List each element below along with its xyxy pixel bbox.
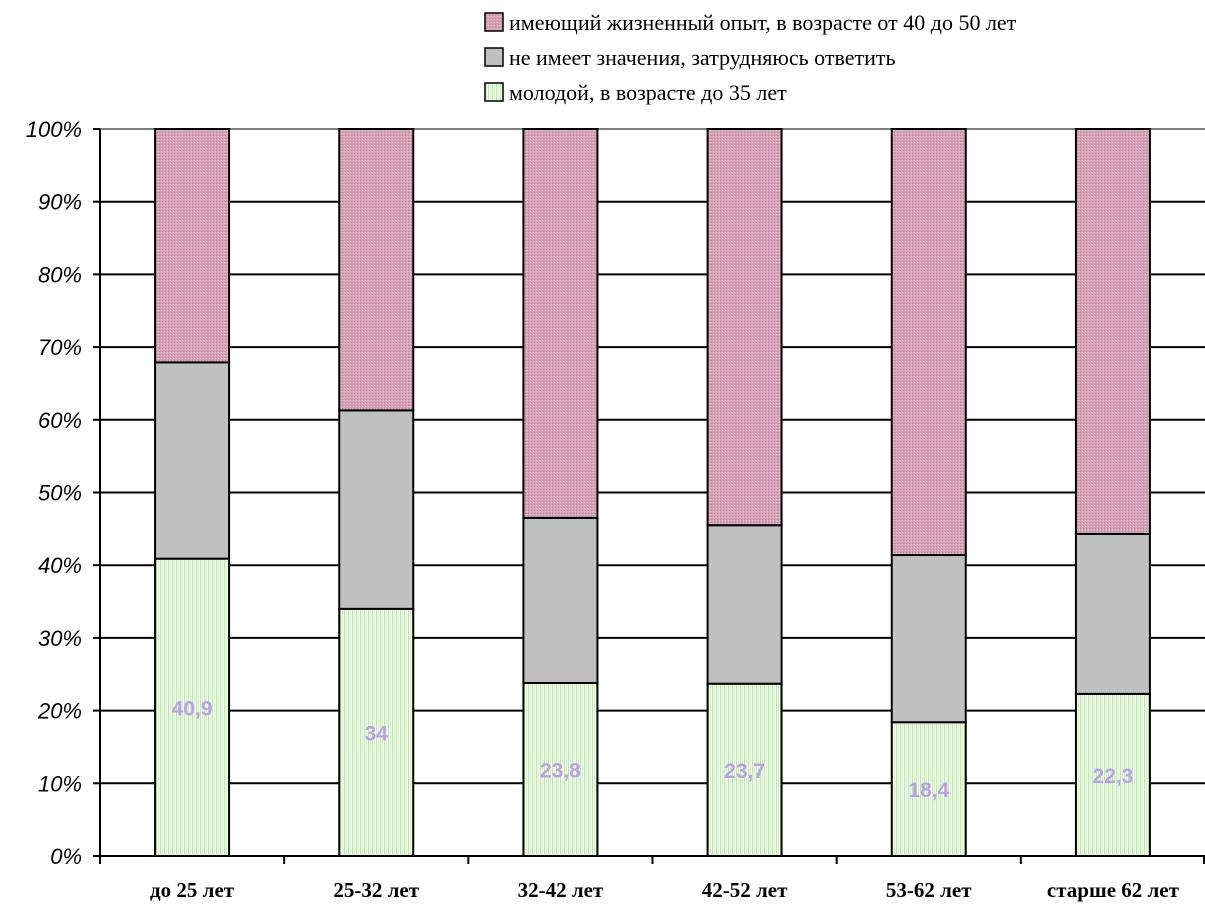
legend-item: имеющий жизненный опыт, в возрасте от 40… [484, 10, 1017, 35]
y-tick-label: 100% [26, 117, 82, 142]
data-label: 23,8 [540, 759, 581, 782]
y-tick-label: 60% [38, 408, 82, 433]
x-tick-label: старше 62 лет [1047, 878, 1180, 902]
y-tick-label: 80% [38, 262, 82, 287]
x-tick-labels: до 25 лет 25-32 лет 32-42 лет 42-52 лет 53-6… [150, 878, 1180, 902]
y-tick-label: 90% [38, 190, 82, 215]
legend-label: молодой, в возрасте до 35 лет [509, 80, 787, 105]
x-tick-label: 42-52 лет [702, 878, 788, 902]
bar-segment [338, 128, 415, 412]
bar-segment [1074, 128, 1151, 535]
bar-segment [522, 516, 599, 684]
bar-segment [522, 128, 599, 519]
legend-label: не имеет значения, затрудняюсь ответить [509, 45, 896, 70]
x-tick-label: 25-32 лет [333, 878, 419, 902]
axes [93, 128, 1205, 864]
y-tick-label: 50% [38, 481, 82, 506]
legend-item: не имеет значения, затрудняюсь ответить [484, 45, 896, 70]
y-tick-label: 40% [38, 553, 82, 578]
bar-segment [1074, 532, 1151, 695]
data-label: 23,7 [724, 760, 765, 783]
bar-segment [706, 128, 783, 527]
gridlines [100, 128, 1205, 857]
data-label: 34 [365, 722, 389, 745]
data-label: 22,3 [1092, 765, 1133, 788]
bar-segment [1074, 692, 1151, 858]
bar-segment [154, 128, 231, 364]
legend: имеющий жизненный опыт, в возрасте от 40… [484, 10, 1017, 105]
bar-segment [154, 557, 231, 857]
bar-segment [706, 524, 783, 685]
bar-segment [154, 361, 231, 560]
y-tick-label: 20% [37, 699, 82, 724]
y-tick-label: 0% [50, 844, 82, 869]
y-tick-label: 70% [38, 335, 82, 360]
y-tick-label: 30% [38, 626, 82, 651]
data-label: 40,9 [172, 697, 213, 720]
bar-segment [338, 409, 415, 610]
legend-item: молодой, в возрасте до 35 лет [484, 80, 787, 105]
legend-swatch [484, 47, 504, 67]
data-labels: 40,9 34 23,8 23,7 18,4 22,3 [172, 697, 1134, 802]
x-tick-label: до 25 лет [150, 878, 235, 902]
bar-segment [338, 607, 415, 857]
bars [154, 128, 1151, 858]
bar-segment [890, 554, 967, 724]
bar-segment [706, 682, 783, 857]
bar-segment [890, 128, 967, 557]
legend-swatch [484, 12, 504, 32]
data-label: 18,4 [908, 779, 949, 802]
legend-label: имеющий жизненный опыт, в возрасте от 40… [509, 10, 1017, 35]
x-tick-label: 32-42 лет [518, 878, 604, 902]
bar-segment [890, 721, 967, 857]
y-tick-label: 10% [38, 771, 82, 796]
legend-swatch [484, 82, 504, 102]
y-tick-labels: 0% 10% 20% 30% 40% 50% 60% 70% 80% 90% 100% [26, 117, 82, 869]
x-tick-label: 53-62 лет [886, 878, 972, 902]
